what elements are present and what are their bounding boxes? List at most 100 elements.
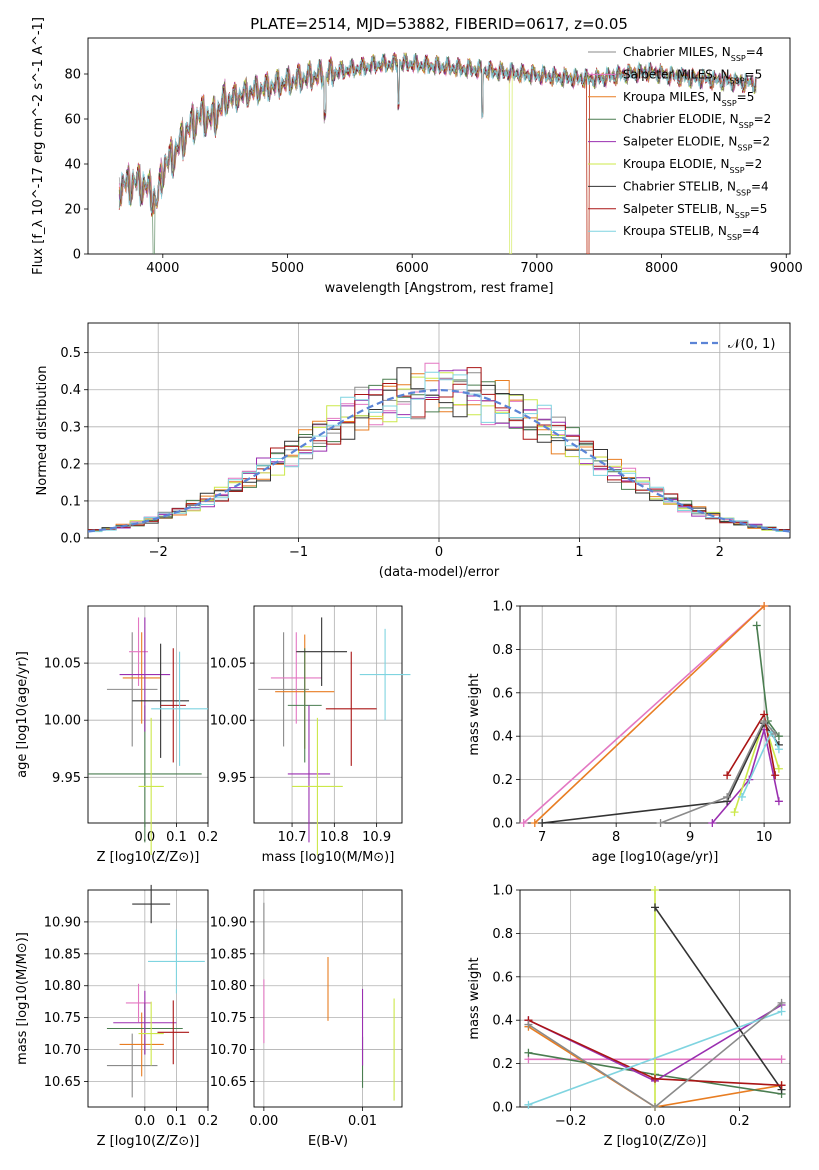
y-tick-label: 10.05	[210, 657, 247, 672]
weight-marker	[771, 730, 780, 739]
y-tick-label: 0.4	[492, 730, 513, 745]
weight-marker	[730, 808, 739, 817]
y-tick-label: 1.0	[492, 600, 513, 615]
y-tick-label: 0.1	[60, 494, 81, 509]
mass-vs-ebv-axes	[250, 889, 403, 1111]
x-tick-label: 0.1	[166, 830, 187, 845]
weight-marker	[651, 903, 659, 912]
weight-marker	[777, 1007, 786, 1016]
x-tick-label: 7000	[520, 261, 553, 276]
y-tick-label: 10.05	[44, 657, 81, 672]
y-tick-label: 10.90	[210, 915, 247, 930]
normal-curve	[88, 388, 790, 533]
x-tick-label: 6000	[396, 261, 429, 276]
age-vs-mass-axes	[250, 605, 403, 827]
y-tick-label: 40	[64, 158, 81, 173]
y-tick-label: 10.85	[210, 947, 247, 962]
y-tick-label: 0.8	[492, 643, 513, 658]
weight-marker	[723, 771, 732, 780]
y-tick-label: 9.95	[52, 771, 81, 786]
x-tick-label: 4000	[146, 261, 179, 276]
y-tick-label: 0.6	[492, 686, 513, 701]
weight-line-5	[654, 906, 783, 1091]
weight-marker	[524, 1100, 533, 1109]
y-tick-label: 10.80	[44, 979, 81, 994]
legend-entry: Kroupa MILES, NSSP=5	[623, 90, 754, 108]
y-tick-label: 0.2	[492, 1057, 513, 1072]
x-axis-label: wavelength [Angstrom, rest frame]	[325, 281, 554, 296]
axes-frame	[253, 605, 403, 824]
histogram-8	[88, 371, 790, 533]
legend-entry: Chabrier MILES, NSSP=4	[623, 45, 763, 63]
weight-marker	[651, 886, 659, 894]
x-axis-label: Z [log10(Z/Z⊙)]	[97, 850, 200, 865]
legend-entry: Salpeter STELIB, NSSP=5	[623, 202, 767, 220]
weight-marker	[538, 819, 547, 827]
axes-frame	[87, 322, 791, 539]
x-tick-label: 0.2	[198, 1114, 219, 1129]
weight-marker	[774, 797, 783, 806]
y-tick-label: 10.00	[44, 714, 81, 729]
weight-marker	[777, 998, 786, 1007]
weight-line-0	[523, 605, 765, 824]
x-tick-label: −0.2	[555, 1114, 587, 1129]
y-tick-label: 10.75	[44, 1011, 81, 1026]
y-tick-label: 1.0	[492, 884, 513, 899]
legend-entry: Kroupa STELIB, NSSP=4	[623, 224, 760, 242]
weight-marker	[651, 1074, 659, 1083]
y-tick-label: 20	[64, 203, 81, 218]
x-tick-label: 7	[538, 830, 546, 845]
weight-marker	[708, 819, 717, 827]
y-tick-label: 10.85	[44, 947, 81, 962]
weight-marker	[737, 792, 746, 801]
y-tick-label: 0.5	[60, 346, 81, 361]
y-tick-label: 0.4	[492, 1014, 513, 1029]
weight-marker	[771, 771, 780, 780]
y-tick-label: 10.65	[210, 1075, 247, 1090]
x-axis-label: E(B-V)	[308, 1134, 348, 1149]
x-tick-label: −1	[289, 545, 308, 560]
weight-marker	[760, 717, 769, 726]
x-tick-label: 9000	[770, 261, 803, 276]
y-axis-label: mass weight	[467, 957, 482, 1039]
y-tick-label: 0.2	[492, 773, 513, 788]
legend-entry: 𝒩(0, 1)	[728, 337, 775, 352]
y-axis-label: age [log10(age/yr)]	[15, 651, 30, 778]
x-tick-label: 0.0	[645, 1114, 666, 1129]
x-tick-label: 10.9	[362, 830, 391, 845]
y-tick-label: 60	[64, 113, 81, 128]
x-axis-label: Z [log10(Z/Z⊙)]	[604, 1134, 707, 1149]
spectrum-lines	[118, 51, 757, 254]
y-tick-label: 0.4	[60, 383, 81, 398]
histograms	[88, 362, 790, 533]
weight-marker	[774, 764, 783, 773]
weight-marker	[524, 1020, 533, 1029]
weight-marker	[752, 621, 761, 630]
legend-entry: Kroupa ELODIE, NSSP=2	[623, 157, 762, 175]
x-tick-label: 5000	[271, 261, 304, 276]
x-axis-label: (data-model)/error	[379, 565, 500, 580]
weight-marker	[777, 1055, 786, 1064]
axes-frame	[253, 889, 403, 1108]
y-tick-label: 10.80	[210, 979, 247, 994]
age-vs-Z-axes	[84, 605, 209, 827]
x-axis-label: age [log10(age/yr)]	[592, 850, 719, 865]
y-tick-label: 10.65	[44, 1075, 81, 1090]
axes-frame	[87, 605, 209, 824]
weight-marker	[524, 1048, 533, 1057]
weight-marker	[530, 819, 539, 827]
weight-marker	[774, 745, 783, 754]
y-axis-label: Normed distribution	[35, 366, 50, 496]
weight-line-8	[660, 719, 776, 824]
y-tick-label: 0.8	[492, 927, 513, 942]
histogram-6	[88, 367, 790, 531]
y-axis-label: mass weight	[467, 673, 482, 755]
x-tick-label: 10	[756, 830, 773, 845]
x-axis-label: Z [log10(Z/Z⊙)]	[97, 1134, 200, 1149]
x-tick-label: 10.8	[320, 830, 349, 845]
weight-marker	[656, 819, 665, 827]
y-tick-label: 10.90	[44, 915, 81, 930]
legend-entry: Chabrier ELODIE, NSSP=2	[623, 112, 771, 130]
x-tick-label: 1	[575, 545, 583, 560]
